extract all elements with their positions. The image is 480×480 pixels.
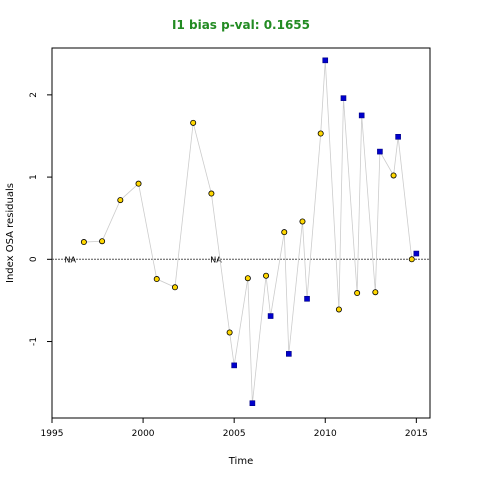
circle-point: [208, 190, 215, 197]
square-point: [231, 362, 237, 369]
square-point: [304, 295, 310, 302]
circle-point: [80, 239, 87, 246]
circle-point: [153, 276, 160, 283]
circle-point: [135, 180, 142, 187]
series-connector-line: [83, 60, 417, 404]
y-axis-label: Index OSA residuals: [5, 183, 16, 283]
plot-frame: [51, 47, 431, 419]
y-tick-label: 0: [29, 256, 39, 262]
square-point: [358, 112, 365, 119]
circle-point: [390, 172, 397, 179]
square-point: [413, 250, 420, 257]
circle-point: [99, 238, 106, 245]
circle-point: [408, 256, 415, 263]
circle-point: [226, 329, 233, 336]
square-point: [286, 351, 292, 357]
circle-point: [117, 197, 124, 204]
circle-point: [171, 284, 178, 291]
square-point: [322, 57, 329, 64]
x-axis: 1995 2000 2005 2010 2015: [41, 418, 428, 439]
na-label: NA: [64, 255, 76, 264]
chart-title: I1 bias p-val: 0.1655: [172, 18, 310, 32]
x-tick-label: 2010: [314, 429, 337, 439]
square-point: [267, 313, 274, 319]
square-point: [340, 95, 347, 101]
square-point: [249, 400, 256, 407]
x-tick-label: 1995: [41, 429, 64, 439]
x-axis-label: Time: [228, 456, 253, 467]
circle-point: [335, 306, 342, 313]
y-tick-label: -1: [29, 337, 39, 346]
circle-point: [317, 130, 324, 137]
circle-point: [299, 218, 306, 225]
x-tick-label: 2005: [223, 429, 246, 439]
circle-point: [190, 119, 197, 126]
y-axis: -1 0 1 2: [29, 92, 52, 346]
x-tick-label: 2015: [405, 429, 428, 439]
square-point: [395, 134, 401, 140]
series-connectors: [83, 60, 417, 404]
na-label: NA: [210, 255, 222, 264]
circle-point: [263, 272, 270, 279]
circle-point: [372, 289, 379, 296]
circle-point: [354, 290, 361, 297]
square-point: [377, 148, 383, 155]
x-tick-label: 2000: [132, 429, 155, 439]
na-labels: NA NA: [64, 255, 222, 264]
y-tick-label: 1: [29, 174, 39, 180]
y-tick-label: 2: [29, 92, 39, 98]
circle-point: [244, 275, 251, 282]
circle-point: [281, 229, 288, 236]
data-points: [80, 57, 420, 407]
